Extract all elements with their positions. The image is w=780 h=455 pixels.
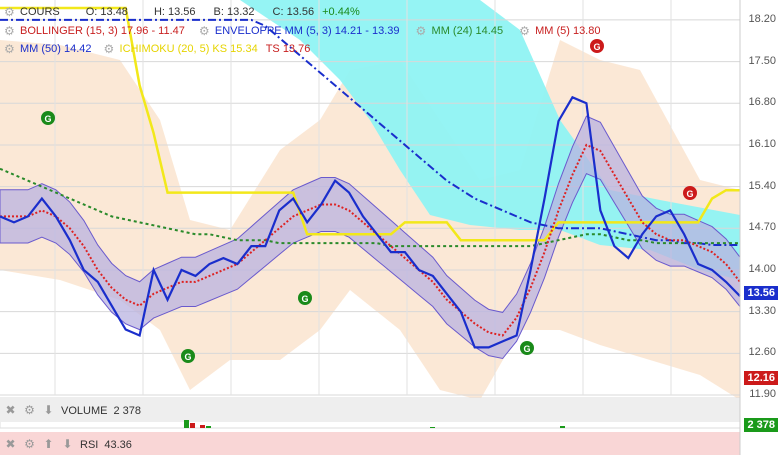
header-quote: ⚙ COURS O: 13.48 H: 13.56 B: 13.32 C: 13… [4,4,368,19]
ts-legend[interactable]: TS 13.76 [265,43,311,55]
volume-header-bg [0,398,740,422]
indicator-row-1: ⚙ BOLLINGER (15, 3) 17.96 - 11.47 ⚙ ENVE… [4,23,608,38]
y-tick-label: 14.00 [748,262,776,275]
close-icon[interactable]: ✖ [5,437,16,451]
y-tick-label: 18.20 [748,12,776,25]
last-price-tag: 13.56 [744,286,778,300]
series-line-mm-5 [0,143,741,337]
open-value: O: 13.48 [85,6,128,18]
mm50-legend[interactable]: MM (50) 14.42 [20,43,92,55]
gear-icon[interactable]: ⚙ [415,23,427,38]
enveloppe-legend[interactable]: ENVELOPPE MM (5, 3) 14.21 - 13.39 [214,25,400,37]
volume-tag: 2 378 [744,418,778,432]
volume-bar [190,423,195,428]
arrow-down-icon[interactable]: ⬇ [62,437,73,451]
ichimoku-legend[interactable]: ICHIMOKU (20, 5) KS 15.34 [119,43,258,55]
signal-marker-dot [298,291,312,305]
volume-bar [184,420,189,428]
volume-bar [206,426,211,428]
y-tick-label: 17.50 [748,54,776,67]
signal-marker-letter: G [686,189,693,199]
close-icon[interactable]: ✖ [5,403,16,417]
series-lines [0,6,741,349]
volume-bar [560,426,565,428]
volume-label: VOLUME [61,404,108,417]
low-value: B: 13.32 [213,6,255,18]
gear-icon[interactable]: ⚙ [4,23,15,38]
indicator-row-2: ⚙ MM (50) 14.42 ⚙ ICHIMOKU (20, 5) KS 15… [4,41,318,56]
y-tick-label: 11.90 [749,388,776,400]
arrow-down-icon[interactable]: ⬇ [43,403,54,417]
rsi-value: 43.36 [104,438,132,451]
y-tick-label: 12.60 [748,346,776,359]
signal-marker-letter: G [301,294,308,304]
series-line-cours [0,95,741,349]
ichimoku-cloud [240,0,740,280]
signal-marker[interactable]: G [181,349,195,363]
signal-marker-dot [41,111,55,125]
signal-marker-dot [590,39,604,53]
y-tick-label: 14.70 [748,221,776,234]
mm5-legend[interactable]: MM (5) 13.80 [535,25,601,37]
y-tick-label: 16.10 [748,137,776,150]
gear-icon[interactable]: ⚙ [24,437,35,451]
signal-markers: G G G G G G [41,39,697,363]
close-value: C: 13.56 [272,6,315,18]
signal-marker-letter: G [184,352,191,362]
signal-marker[interactable]: G [520,341,534,355]
series-line-mm-50 [0,18,740,246]
cours-label: COURS [20,6,60,18]
volume-bars [184,420,565,428]
signal-marker-letter: G [44,114,51,124]
y-tick-label: 15.40 [748,179,776,192]
signal-marker[interactable]: G [683,186,697,200]
signal-marker[interactable]: G [41,111,55,125]
signal-marker[interactable]: G [590,39,604,53]
gear-icon[interactable]: ⚙ [4,41,15,56]
rsi-label: RSI [80,438,99,451]
volume-bar [200,425,205,428]
change-value: +0.44% [322,6,360,18]
high-value: H: 13.56 [153,6,196,18]
gear-icon[interactable]: ⚙ [519,23,530,38]
bollinger-legend[interactable]: BOLLINGER (15, 3) 17.96 - 11.47 [20,25,185,37]
volume-title: ✖ ⚙ ⬇ VOLUME 2 378 [4,404,141,417]
gear-icon[interactable]: ⚙ [4,4,15,19]
mm24-legend[interactable]: MM (24) 14.45 [431,25,504,37]
signal-marker-dot [520,341,534,355]
volume-value: 2 378 [113,404,141,417]
y-tick-label: 13.30 [748,304,776,317]
low-price-tag: 12.16 [744,371,778,385]
gear-icon[interactable]: ⚙ [198,23,210,38]
gear-icon[interactable]: ⚙ [24,403,35,417]
signal-marker-letter: G [593,42,600,52]
signal-marker[interactable]: G [298,291,312,305]
rsi-title: ✖ ⚙ ⬆ ⬇ RSI 43.36 [4,437,132,451]
gear-icon[interactable]: ⚙ [103,41,115,56]
rsi-panel [0,432,740,455]
y-tick-label: 16.80 [748,96,776,109]
series-line-ichimoku-ks [0,6,740,242]
volume-bar [430,427,435,428]
signal-marker-letter: G [523,344,530,354]
signal-marker-dot [683,186,697,200]
arrow-up-icon[interactable]: ⬆ [43,437,54,451]
signal-marker-dot [181,349,195,363]
series-line-mm-24 [0,167,740,248]
